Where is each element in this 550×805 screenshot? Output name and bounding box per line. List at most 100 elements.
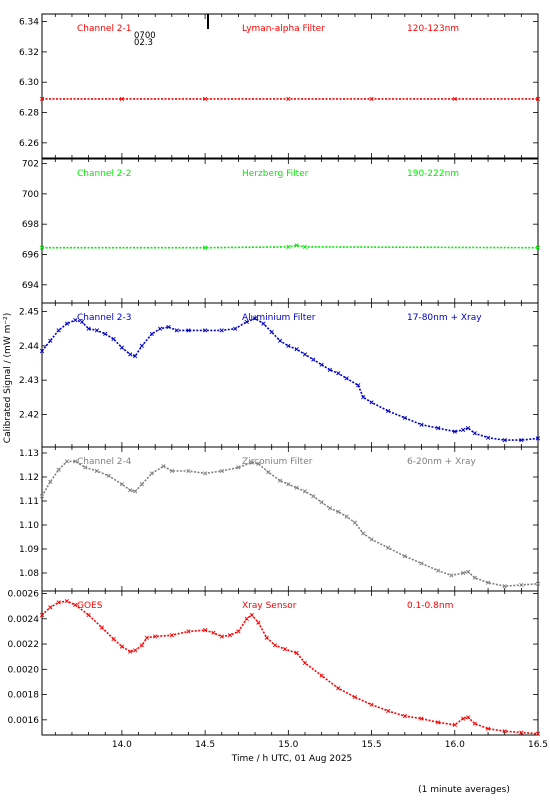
data-point [369, 702, 374, 707]
y-tick-label: 2.45 [19, 308, 39, 318]
data-point [39, 494, 45, 499]
data-point [502, 584, 507, 589]
data-point [485, 435, 491, 440]
data-point [311, 357, 316, 362]
y-tick-label: 2.43 [19, 376, 39, 386]
data-point [64, 321, 70, 326]
data-point [485, 726, 491, 731]
data-point [244, 616, 249, 621]
data-point [161, 464, 166, 469]
data-point [261, 321, 266, 326]
data-point [39, 612, 45, 618]
y-tick-label: 0.0018 [8, 691, 40, 701]
data-point [111, 336, 116, 342]
data-point [352, 694, 358, 700]
data-point [56, 467, 61, 472]
data-point [452, 429, 457, 434]
y-tick-label: 6.32 [19, 48, 39, 58]
data-point [436, 426, 441, 431]
panel-label-filter: Zirconium Filter [242, 457, 313, 467]
data-point [186, 468, 191, 474]
data-point [519, 730, 524, 735]
data-point [169, 633, 174, 638]
data-point [86, 326, 91, 331]
data-point [502, 438, 507, 443]
data-point [402, 713, 407, 719]
data-point [39, 96, 45, 102]
y-tick-label: 694 [22, 281, 39, 291]
data-point [294, 243, 299, 248]
data-point [73, 459, 78, 464]
x-tick-label: 14.5 [195, 740, 215, 750]
data-point [56, 600, 61, 605]
panel1-extra-label: 02.3 [134, 38, 153, 48]
data-point [244, 319, 249, 324]
data-point [319, 673, 324, 678]
data-point [153, 634, 158, 639]
data-point [56, 328, 61, 333]
data-point [149, 471, 154, 476]
data-point [452, 722, 457, 728]
data-point [83, 465, 88, 470]
data-point [252, 316, 258, 321]
data-point [286, 96, 291, 102]
data-point [202, 628, 208, 633]
data-point [232, 326, 238, 331]
series-line [41, 317, 539, 441]
data-point [460, 570, 466, 576]
data-point [202, 96, 208, 102]
y-tick-label: 2.42 [19, 410, 39, 420]
panel-label-filter: Lyman-alpha Filter [242, 24, 325, 34]
panel-label-channel: Channel 2-2 [77, 169, 132, 179]
panel-frame [41, 446, 539, 592]
data-point [103, 331, 108, 336]
data-point [419, 422, 424, 427]
data-point [402, 554, 407, 559]
data-point [128, 352, 133, 357]
data-point [460, 427, 466, 432]
data-point [186, 629, 191, 634]
data-point [302, 489, 308, 494]
data-point [277, 338, 283, 343]
data-point [119, 644, 125, 649]
data-point [302, 244, 308, 250]
x-tick-label: 15.0 [278, 740, 298, 750]
data-point [277, 478, 283, 483]
y-tick-label: 696 [22, 250, 39, 260]
data-point [436, 568, 441, 573]
data-point [302, 352, 308, 357]
data-point [202, 245, 208, 250]
panel-label-band: 0.1-0.8nm [407, 601, 453, 611]
data-point [336, 686, 341, 691]
data-point [39, 245, 45, 250]
panel-label-channel: Channel 2-4 [77, 457, 132, 467]
data-point [256, 620, 261, 625]
y-tick-label: 0.0024 [8, 615, 40, 625]
y-tick-label: 1.12 [19, 473, 39, 483]
data-point [369, 96, 374, 102]
panel-label-band: 190-222nm [407, 169, 459, 179]
data-point [139, 643, 144, 648]
data-point [139, 482, 144, 487]
data-point [227, 633, 233, 638]
data-point [336, 371, 341, 376]
data-point [249, 460, 254, 465]
data-point [106, 473, 111, 478]
series-line [41, 600, 539, 735]
x-tick-label: 14.0 [112, 740, 132, 750]
y-tick-label: 6.28 [19, 109, 39, 119]
data-point [465, 715, 471, 720]
data-point [361, 395, 366, 400]
y-tick-label: 1.08 [19, 569, 39, 579]
data-point [485, 580, 491, 585]
data-point [386, 545, 391, 550]
data-point [269, 330, 274, 335]
panel-frame [41, 590, 539, 736]
data-point [465, 426, 471, 431]
data-point [294, 347, 299, 352]
data-point [535, 581, 541, 586]
data-point [344, 376, 349, 381]
data-point [465, 569, 471, 574]
